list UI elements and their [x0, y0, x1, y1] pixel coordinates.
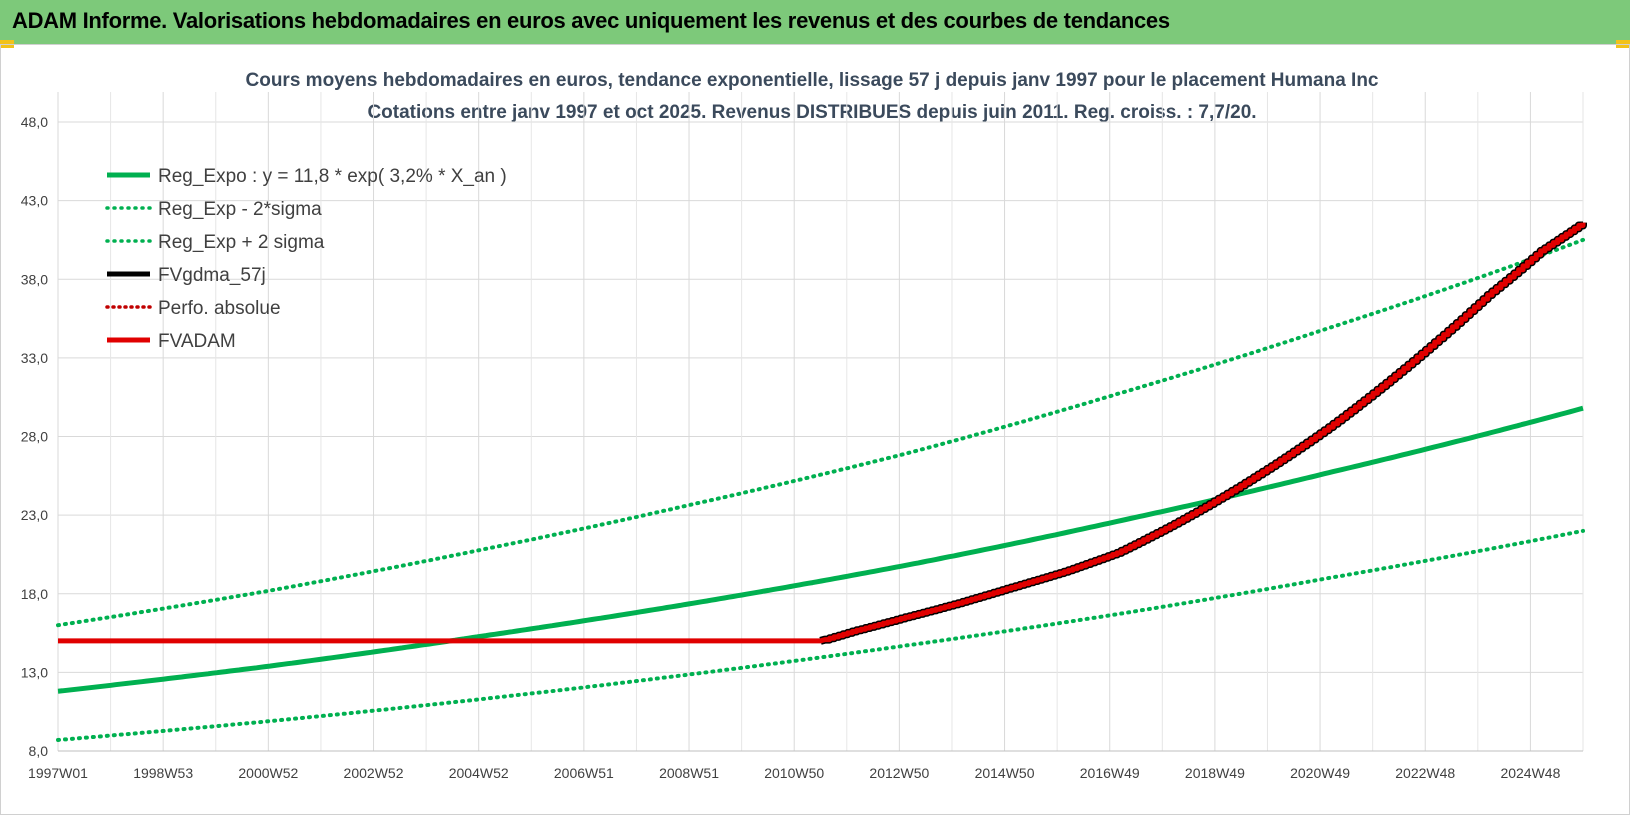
- x-tick-label: 2022W48: [1395, 765, 1455, 781]
- x-tick-label: 2000W52: [238, 765, 298, 781]
- chart-subtitle: Cotations entre janv 1997 et oct 2025. R…: [367, 102, 1256, 123]
- y-tick-label: 13,0: [21, 664, 48, 680]
- x-tick-label: 2006W51: [554, 765, 614, 781]
- x-tick-label: 2002W52: [344, 765, 404, 781]
- y-tick-label: 8,0: [29, 743, 49, 759]
- x-tick-label: 2004W52: [449, 765, 509, 781]
- page-title: ADAM Informe. Valorisations hebdomadaire…: [12, 8, 1170, 33]
- series-fvadam: [58, 222, 1586, 644]
- x-tick-label: 1997W01: [28, 765, 88, 781]
- chart-title: Cours moyens hebdomadaires en euros, ten…: [246, 70, 1379, 91]
- y-tick-label: 18,0: [21, 586, 48, 602]
- x-tick-label: 2020W49: [1290, 765, 1350, 781]
- x-tick-label: 2016W49: [1080, 765, 1140, 781]
- x-tick-label: 2024W48: [1500, 765, 1560, 781]
- x-tick-label: 2008W51: [659, 765, 719, 781]
- y-tick-label: 28,0: [21, 429, 48, 445]
- y-tick-label: 23,0: [21, 507, 48, 523]
- x-tick-label: 1998W53: [133, 765, 193, 781]
- chart-border: [0, 44, 1630, 815]
- x-tick-label: 2012W50: [869, 765, 929, 781]
- header-bar: ADAM Informe. Valorisations hebdomadaire…: [0, 0, 1630, 45]
- x-tick-label: 2014W50: [975, 765, 1035, 781]
- legend-label-perfo-absolue: Perfo. absolue: [158, 298, 281, 319]
- y-tick-label: 33,0: [21, 350, 48, 366]
- series-fvgdma: [819, 221, 1587, 645]
- legend-label-reg-exp-plus: Reg_Exp + 2 sigma: [158, 232, 325, 253]
- legend-label-fvgdma: FVgdma_57j: [158, 265, 266, 286]
- series-reg-expo: [57, 405, 1584, 694]
- y-tick-label: 38,0: [21, 271, 48, 287]
- x-tick-label: 2010W50: [764, 765, 824, 781]
- x-tick-label: 2018W49: [1185, 765, 1245, 781]
- legend-label-reg-exp-minus: Reg_Exp - 2*sigma: [158, 199, 322, 220]
- y-tick-label: 43,0: [21, 193, 48, 209]
- series-reg-exp-plus: [56, 237, 1585, 628]
- legend-label-reg-expo: Reg_Expo : y = 11,8 * exp( 3,2% * X_an ): [158, 166, 507, 187]
- series-reg-exp-minus: [56, 528, 1585, 742]
- legend-label-fvadam: FVADAM: [158, 331, 236, 352]
- y-tick-label: 48,0: [21, 114, 48, 130]
